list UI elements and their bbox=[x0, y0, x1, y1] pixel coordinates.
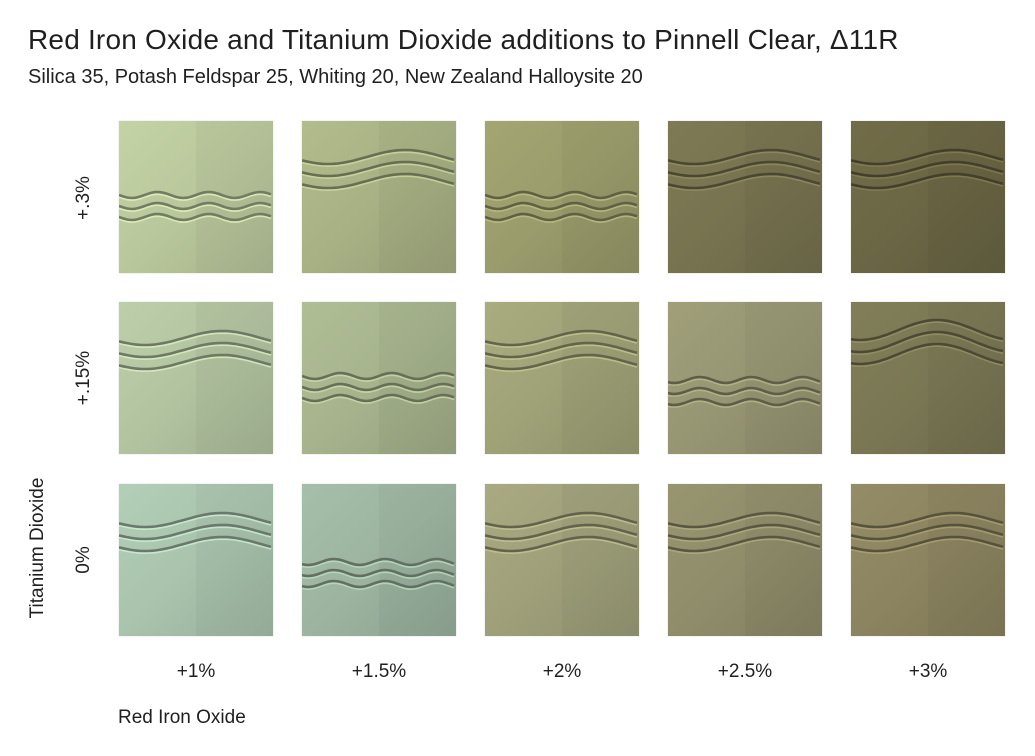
figure-title: Red Iron Oxide and Titanium Dioxide addi… bbox=[28, 24, 899, 55]
glaze-tile-r1-c4 bbox=[668, 121, 822, 273]
row-label-tio2-0-3: +.3% bbox=[73, 176, 94, 220]
figure-subtitle: Silica 35, Potash Feldspar 25, Whiting 2… bbox=[28, 66, 643, 88]
glaze-tile-r3-c4 bbox=[668, 484, 822, 636]
glaze-tile-r1-c5 bbox=[851, 121, 1005, 273]
glaze-tile-r2-c5 bbox=[851, 302, 1005, 454]
glaze-tile-r3-c1 bbox=[119, 484, 273, 636]
x-axis-label: Red Iron Oxide bbox=[118, 707, 246, 728]
glaze-tile-r2-c4 bbox=[668, 302, 822, 454]
row-label-tio2-0: 0% bbox=[73, 546, 94, 574]
column-label-rio-1: +1% bbox=[176, 661, 216, 682]
glaze-tile-r1-c1 bbox=[119, 121, 273, 273]
glaze-tile-r3-c5 bbox=[851, 484, 1005, 636]
glaze-tile-r2-c1 bbox=[119, 302, 273, 454]
column-label-rio-3: +3% bbox=[908, 661, 948, 682]
y-axis-label: Titanium Dioxide bbox=[27, 477, 48, 619]
glaze-tile-r1-c3 bbox=[485, 121, 639, 273]
glaze-tile-r3-c3 bbox=[485, 484, 639, 636]
column-label-rio-2-5: +2.5% bbox=[717, 661, 773, 682]
glaze-tile-r2-c3 bbox=[485, 302, 639, 454]
glaze-tile-r3-c2 bbox=[302, 484, 456, 636]
glaze-tile-r1-c2 bbox=[302, 121, 456, 273]
row-label-tio2-0-15: +.15% bbox=[73, 350, 94, 406]
column-label-rio-2: +2% bbox=[542, 661, 582, 682]
glaze-tile-r2-c2 bbox=[302, 302, 456, 454]
column-label-rio-1-5: +1.5% bbox=[351, 661, 407, 682]
